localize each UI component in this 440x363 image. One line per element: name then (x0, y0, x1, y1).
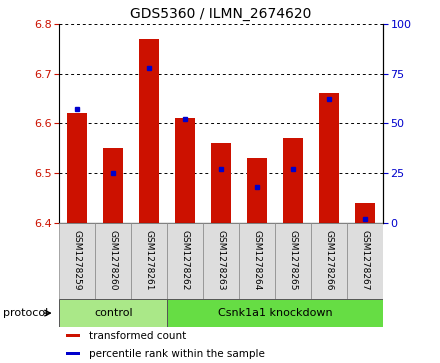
Bar (139, 38, 159, 223)
Bar (247, 158, 267, 223)
Title: GDS5360 / ILMN_2674620: GDS5360 / ILMN_2674620 (130, 7, 312, 21)
Bar (175, 118, 195, 223)
Bar (355, 203, 375, 223)
Text: GSM1278264: GSM1278264 (253, 230, 261, 290)
Bar (59, 223, 95, 299)
Text: protocol: protocol (3, 308, 48, 318)
Text: percentile rank within the sample: percentile rank within the sample (88, 349, 264, 359)
Bar (283, 138, 303, 223)
Bar (203, 223, 239, 299)
Text: Csnk1a1 knockdown: Csnk1a1 knockdown (218, 308, 332, 318)
Bar (347, 223, 383, 299)
Text: transformed count: transformed count (88, 331, 186, 341)
Text: GSM1278267: GSM1278267 (360, 229, 369, 290)
Bar (66, 334, 80, 337)
Bar (275, 223, 311, 299)
Bar (103, 148, 123, 223)
Bar (95, 223, 131, 299)
Bar (211, 143, 231, 223)
Bar (319, 94, 339, 223)
Bar (131, 223, 167, 299)
Text: GSM1278263: GSM1278263 (216, 229, 226, 290)
Text: GSM1278259: GSM1278259 (73, 229, 82, 290)
Bar (311, 223, 347, 299)
Text: GSM1278260: GSM1278260 (109, 229, 118, 290)
Text: GSM1278261: GSM1278261 (145, 229, 154, 290)
Bar (167, 223, 203, 299)
Bar (66, 352, 80, 355)
Text: GSM1278262: GSM1278262 (181, 230, 190, 290)
Bar (67, 114, 87, 223)
Text: GSM1278265: GSM1278265 (289, 229, 297, 290)
Text: control: control (94, 308, 132, 318)
Text: GSM1278266: GSM1278266 (324, 229, 334, 290)
Bar (59, 299, 167, 327)
Bar (239, 223, 275, 299)
Bar (167, 299, 383, 327)
